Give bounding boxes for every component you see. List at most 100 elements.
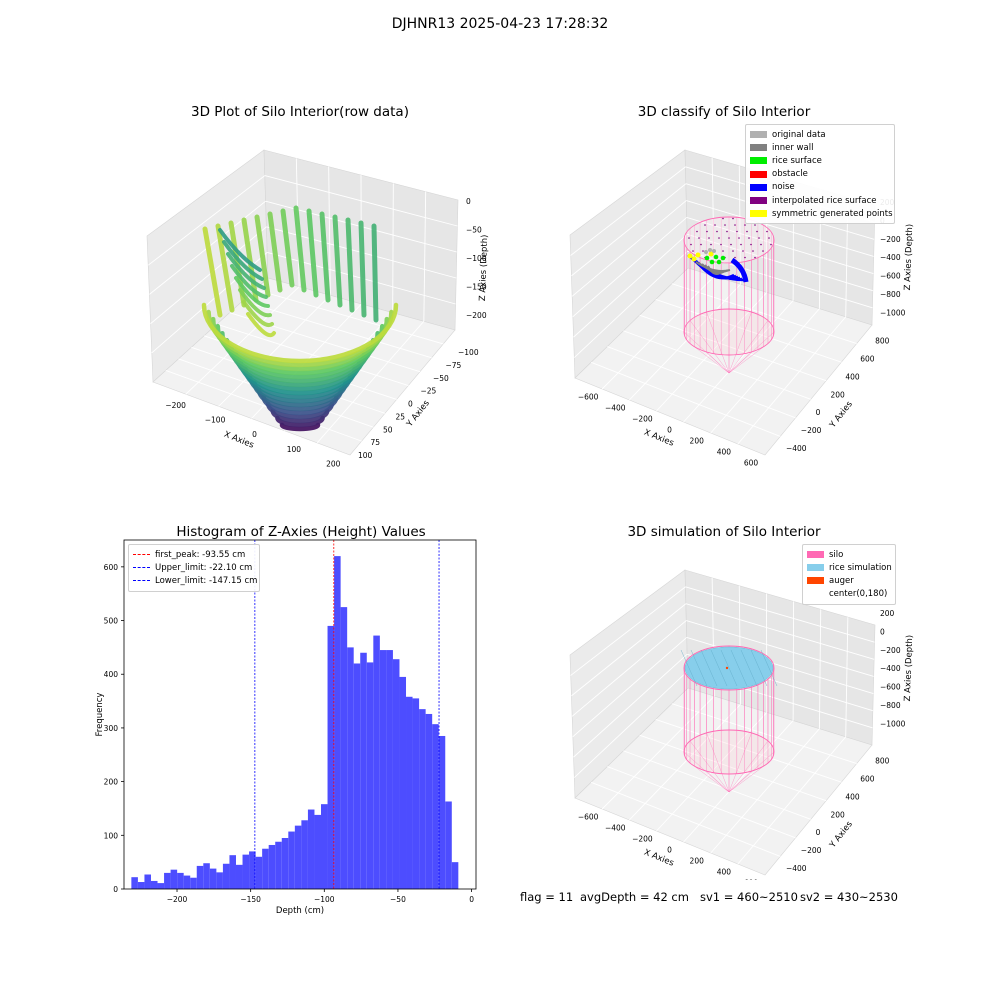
- histogram-bar: [321, 804, 328, 889]
- legend-item: Upper_limit: -22.10 cm: [133, 561, 255, 574]
- histogram-bar: [196, 865, 204, 889]
- grid-line: [571, 183, 687, 277]
- grid-line: [316, 321, 425, 444]
- histogram-bar: [150, 880, 158, 889]
- legend-item: symmetric generated points: [750, 207, 893, 220]
- y-tick-label: −25: [421, 387, 437, 396]
- histogram-bar: [353, 663, 361, 889]
- interpolated-point: [736, 230, 738, 233]
- axes-pane: [574, 267, 873, 456]
- y-tick-label: 600: [104, 563, 119, 572]
- interpolated-point: [734, 256, 736, 259]
- interpolated-point: [732, 217, 734, 220]
- interpolated-point: [716, 230, 718, 233]
- histogram-bar: [379, 650, 387, 889]
- z-axis-label: Z Axies (Depth): [478, 234, 490, 301]
- histogram-bar: [438, 735, 446, 889]
- y-tick-label: 100: [104, 831, 119, 840]
- silo-cone-line: [728, 740, 769, 793]
- grid-line: [686, 216, 874, 275]
- flag-text: flag = 11: [520, 890, 574, 904]
- rice-surface-point: [709, 259, 715, 265]
- raw-data-curl: [242, 300, 274, 327]
- legend-item: first_peak: -93.55 cm: [133, 548, 255, 561]
- interpolated-point: [692, 250, 694, 252]
- auger-point: [725, 666, 729, 670]
- silo-cone-line: [728, 311, 752, 374]
- histogram-bar: [366, 662, 374, 889]
- legend-label: first_peak: -93.55 cm: [155, 549, 246, 560]
- grid-line: [573, 670, 688, 778]
- legend-swatch: [750, 170, 767, 178]
- grid-line: [628, 703, 741, 821]
- z-axis-label: Z Axies (Depth): [903, 224, 915, 291]
- silo-cone-line: [683, 751, 730, 793]
- legend-item: original data: [750, 128, 890, 141]
- x-tick-label: −200: [165, 401, 186, 410]
- interpolated-point: [770, 243, 772, 246]
- silo-cone-line: [706, 311, 730, 374]
- interpolated-point: [708, 237, 710, 239]
- y-tick-label: −400: [786, 864, 807, 873]
- interpolated-point: [742, 250, 744, 252]
- interpolated-point: [732, 250, 734, 252]
- histogram-bar: [157, 883, 165, 889]
- raw-data-wall-streak: [345, 217, 355, 313]
- inner-wall-point: [707, 265, 723, 275]
- grid-line: [573, 233, 688, 338]
- rice-mesh-line: [750, 649, 768, 687]
- y-tick-label: 0: [816, 408, 821, 417]
- legend-item: silo: [807, 548, 891, 561]
- interpolated-point: [746, 230, 748, 233]
- interpolated-point: [722, 217, 724, 220]
- raw-data-curl: [230, 264, 268, 299]
- grid-line: [639, 314, 827, 382]
- figure-title: DJHNR13 2025-04-23 17:28:32: [391, 16, 609, 32]
- histogram-bar: [314, 814, 322, 889]
- x-tick-label: 100: [287, 445, 302, 454]
- legend-label: obstacle: [772, 169, 808, 180]
- original-data-point: [704, 250, 708, 254]
- interpolated-point: [754, 256, 756, 259]
- raw-data-curl: [218, 228, 262, 272]
- rice-surface-point: [720, 255, 726, 261]
- legend-item: rice simulation: [807, 561, 892, 574]
- x-tick-label: −400: [605, 823, 626, 832]
- interpolated-point: [710, 243, 712, 246]
- interpolated-point: [750, 243, 752, 246]
- legend-line-swatch: [133, 554, 150, 556]
- histogram-bar: [255, 856, 263, 889]
- x-tick-label: 200: [326, 459, 341, 468]
- grid-line: [671, 703, 857, 764]
- y-tick-label: 75: [371, 438, 381, 447]
- z-tick-label: −400: [880, 253, 901, 262]
- interpolated-point: [702, 250, 704, 252]
- histogram-legend: first_peak: -93.55 cm Upper_limit: -22.10…: [128, 544, 260, 592]
- interpolated-point: [758, 237, 760, 239]
- histogram-bar: [432, 724, 439, 889]
- x-tick-label: −600: [578, 812, 599, 821]
- legend-label: symmetric generated points: [772, 208, 893, 219]
- legend-label: Lower_limit: -147.15 cm: [155, 575, 258, 586]
- legend-swatch: [807, 551, 824, 559]
- simulation-legend: silo rice simulation auger center(0,180): [802, 544, 896, 605]
- histogram-bar: [386, 650, 393, 889]
- grid-line: [572, 217, 688, 318]
- x-tick-label: 200: [690, 436, 705, 445]
- z-tick-label: 0: [466, 197, 471, 206]
- z-tick-label: −1000: [880, 308, 906, 317]
- interpolated-point: [690, 243, 692, 246]
- rice-mesh-line: [760, 649, 778, 687]
- sv1-text: sv1 = 460~2510: [700, 890, 798, 904]
- z-tick-label: −800: [880, 290, 901, 299]
- rice-mesh-line: [730, 649, 748, 687]
- rice-mesh-line: [690, 649, 708, 687]
- grid-line: [571, 200, 687, 297]
- noise-point: [730, 257, 749, 283]
- legend-swatch: [750, 210, 767, 218]
- histogram-bar: [131, 877, 138, 889]
- classify-legend: original data inner wall rice surface obsta…: [745, 124, 895, 225]
- z-tick-label: −100: [466, 254, 487, 263]
- grid-line: [328, 166, 331, 296]
- legend-swatch: [807, 577, 824, 585]
